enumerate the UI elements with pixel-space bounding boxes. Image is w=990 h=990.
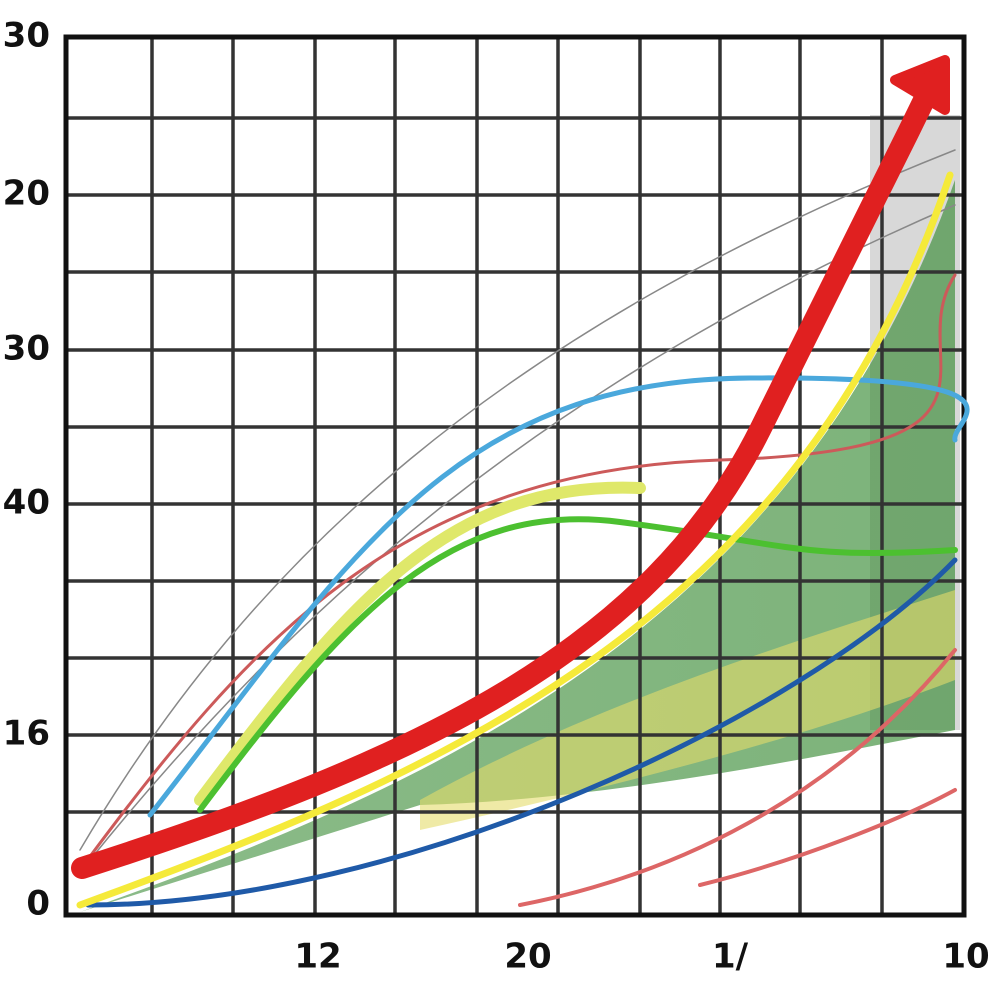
x-axis-label: 10: [942, 937, 989, 977]
red-lower-curve: [518, 648, 957, 907]
yellow-curve: [76, 171, 954, 909]
light-blue-curve: [147, 375, 970, 818]
red-thin-curve: [78, 273, 957, 872]
x-axis-label: 20: [504, 937, 551, 977]
thin-curve: [79, 149, 956, 851]
y-axis-label: 40: [3, 483, 50, 523]
plot-frame: [63, 34, 967, 918]
green-curve: [197, 516, 958, 813]
red-lower-curve: [698, 788, 957, 887]
curves: [71, 55, 970, 909]
yellow-band: [420, 590, 955, 830]
y-axis-label: 20: [3, 174, 50, 214]
y-axis-label: 30: [3, 329, 50, 369]
y-axis-label: 16: [3, 714, 50, 754]
red-arrow-curve: [71, 81, 939, 879]
x-axis-label: 1/: [712, 937, 749, 977]
x-axis-label: 12: [294, 937, 341, 977]
axis-labels: 30 20 30 40 16 0 12 20 1/10: [3, 16, 990, 977]
thin-curve: [89, 204, 956, 861]
blue-curve: [85, 557, 958, 908]
light-green-curve: [194, 481, 646, 806]
arrow-head: [890, 55, 950, 115]
y-axis-label: 0: [26, 884, 50, 924]
y-axis-label: 30: [3, 16, 50, 56]
